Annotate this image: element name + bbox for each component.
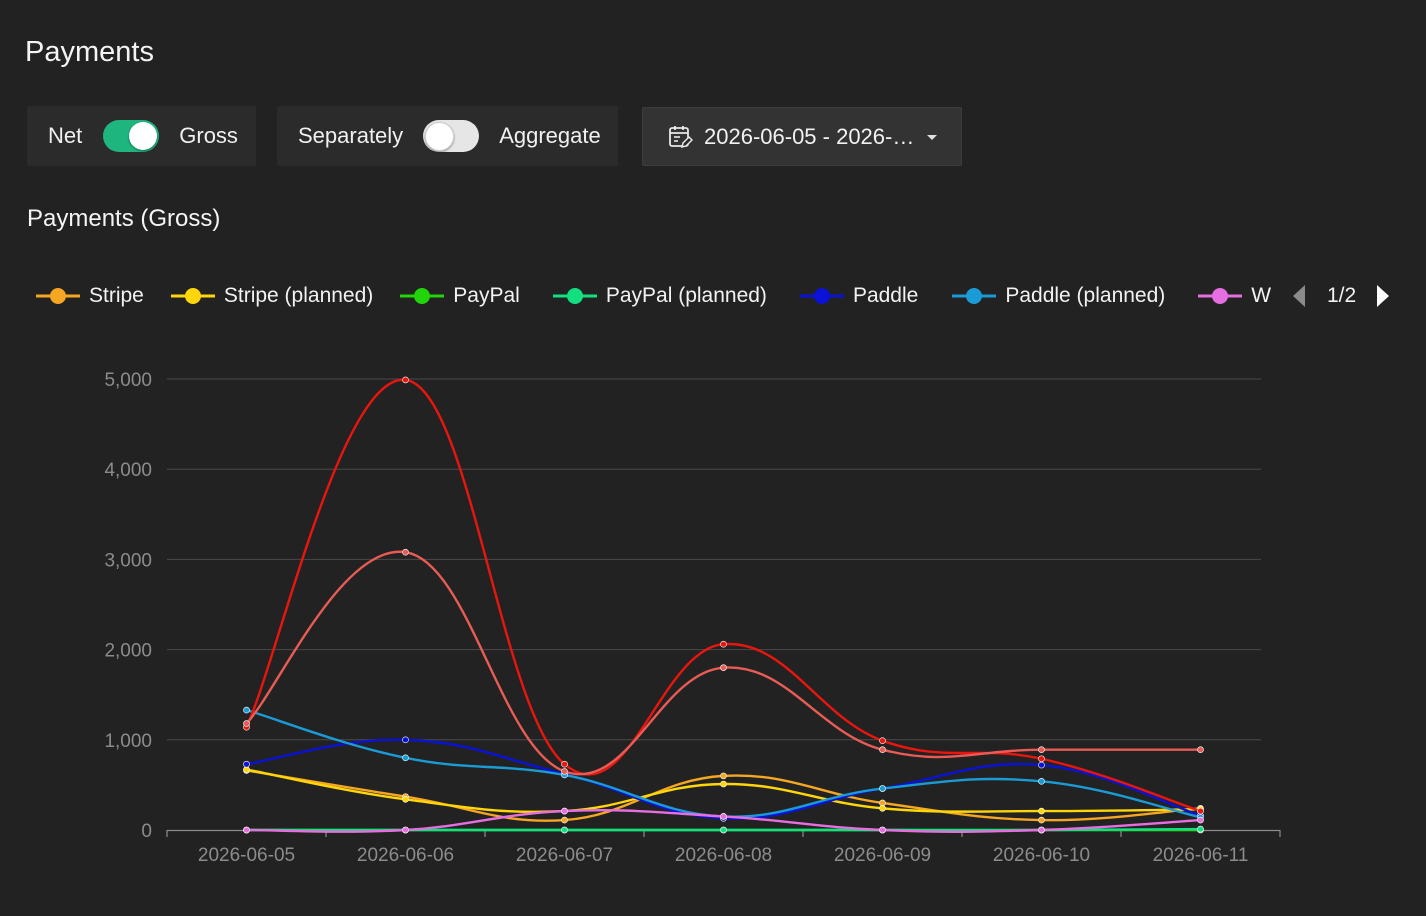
x-tick-label: 2026-06-09	[834, 845, 931, 866]
legend-label: PayPal	[453, 284, 520, 307]
legend-swatch-icon	[799, 288, 844, 304]
legend-swatch-icon	[36, 288, 80, 304]
y-tick-label: 5,000	[104, 370, 152, 391]
net-label: Net	[48, 123, 83, 148]
data-point	[1038, 746, 1045, 754]
x-tick-label: 2026-06-05	[198, 845, 295, 866]
data-point	[402, 796, 409, 803]
data-point	[402, 754, 409, 762]
y-tick-label: 0	[141, 821, 152, 842]
y-tick-label: 2,000	[104, 641, 152, 662]
date-range-picker[interactable]: 2026-06-05 - 2026-…	[642, 107, 962, 166]
legend-swatch-icon	[1198, 288, 1243, 304]
legend-label: W	[1251, 284, 1272, 307]
data-point	[879, 785, 886, 792]
separately-aggregate-toggle[interactable]	[423, 120, 480, 152]
payments-line-chart: 0 1,000 2,000 3,000 4,000 5,000 2026-06-05 2026…	[104, 370, 1281, 866]
data-point	[561, 760, 568, 768]
section-title: Payments (Gross)	[27, 205, 221, 232]
data-point	[1038, 755, 1045, 763]
data-point	[879, 805, 886, 812]
x-tick-label: 2026-06-10	[993, 845, 1090, 866]
data-point	[1197, 816, 1204, 824]
data-point	[402, 826, 409, 834]
legend-prev-icon[interactable]	[1290, 283, 1308, 309]
data-point	[1197, 746, 1204, 754]
data-point	[720, 780, 727, 788]
legend-swatch-icon	[170, 288, 215, 304]
separately-aggregate-control: Separately Aggregate	[277, 106, 618, 166]
legend-label: PayPal (planned)	[605, 284, 767, 307]
data-point	[561, 807, 568, 815]
calendar-edit-icon	[669, 125, 693, 148]
legend-pager: 1/2	[1290, 280, 1392, 312]
data-point	[402, 548, 409, 556]
net-gross-toggle[interactable]	[103, 120, 160, 152]
separately-label: Separately	[298, 123, 404, 148]
caret-down-icon	[927, 134, 937, 140]
data-point	[402, 736, 409, 744]
data-point	[720, 813, 727, 820]
data-point	[243, 760, 250, 768]
legend-item[interactable]: PayPal	[400, 284, 520, 308]
legend-page-indicator: 1/2	[1327, 284, 1357, 307]
data-point	[561, 768, 568, 775]
data-point	[1038, 761, 1045, 769]
data-point	[561, 816, 568, 824]
x-tick-label: 2026-06-06	[357, 845, 454, 866]
gross-label: Gross	[179, 123, 238, 148]
legend-item[interactable]: Stripe (planned)	[170, 284, 374, 308]
legend-next-icon[interactable]	[1374, 283, 1392, 309]
data-point	[879, 826, 886, 834]
data-point	[879, 737, 886, 745]
data-point	[1038, 807, 1045, 815]
legend-label: Paddle	[852, 284, 919, 307]
data-point	[720, 826, 727, 834]
data-point	[1038, 826, 1045, 834]
legend-swatch-icon	[952, 288, 997, 304]
data-point	[402, 376, 409, 384]
data-point	[720, 640, 727, 648]
data-point	[243, 706, 250, 714]
chart-legend: Stripe Stripe (planned) PayPal PayPal (plan…	[36, 280, 1271, 312]
x-tick-label: 2026-06-11	[1153, 845, 1249, 866]
data-point	[1197, 825, 1204, 833]
data-point	[879, 746, 886, 754]
legend-swatch-icon	[552, 288, 597, 304]
legend-swatch-icon	[400, 288, 445, 304]
data-point	[243, 720, 250, 727]
y-tick-label: 1,000	[104, 731, 152, 752]
legend-label: Stripe (planned)	[223, 284, 374, 307]
legend-item[interactable]: PayPal (planned)	[552, 284, 767, 308]
legend-item[interactable]: Paddle (planned)	[952, 284, 1165, 308]
data-point	[1038, 816, 1045, 824]
x-tick-label: 2026-06-07	[516, 845, 613, 866]
data-point	[1038, 777, 1045, 785]
legend-item[interactable]: W	[1198, 284, 1271, 308]
data-point	[879, 799, 886, 807]
data-point	[1197, 807, 1204, 815]
legend-item[interactable]: Paddle	[799, 284, 919, 308]
y-tick-label: 4,000	[104, 460, 152, 481]
data-point	[243, 766, 250, 773]
page-title: Payments	[25, 36, 154, 68]
aggregate-label: Aggregate	[499, 123, 601, 148]
toggle-knob	[425, 122, 455, 151]
data-point	[720, 664, 727, 671]
x-tick-label: 2026-06-08	[675, 845, 772, 866]
date-range-value: 2026-06-05 - 2026-…	[704, 123, 915, 149]
data-point	[561, 826, 568, 834]
net-gross-control: Net Gross	[27, 106, 256, 166]
toggle-knob	[129, 122, 158, 150]
series-line	[245, 550, 1201, 776]
legend-label: Stripe	[89, 284, 144, 307]
series-line	[245, 378, 1201, 813]
y-tick-label: 3,000	[104, 550, 152, 571]
data-point	[720, 772, 727, 780]
legend-label: Paddle (planned)	[1005, 284, 1166, 307]
legend-item[interactable]: Stripe	[36, 284, 144, 308]
data-point	[243, 826, 250, 834]
